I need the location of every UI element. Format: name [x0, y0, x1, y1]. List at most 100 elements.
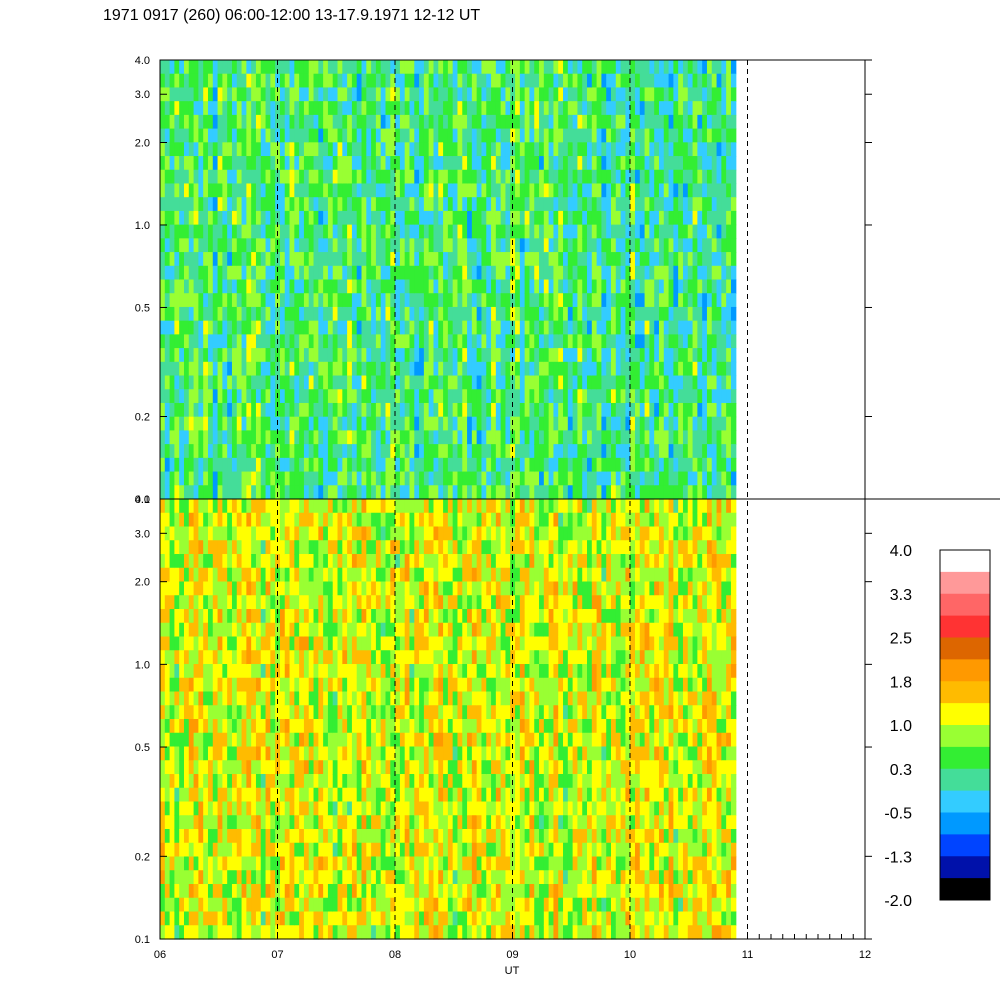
heatmap-cell — [630, 197, 636, 212]
heatmap-cell — [207, 787, 214, 803]
heatmap-cell — [702, 279, 708, 294]
heatmap-cell — [222, 128, 228, 143]
heatmap-cell — [486, 87, 492, 102]
heatmap-cell — [529, 73, 535, 89]
heatmap-cell — [308, 719, 315, 734]
heatmap-cell — [567, 485, 574, 500]
heatmap-cell — [721, 402, 727, 418]
heatmap-cell — [385, 87, 391, 102]
heatmap-cell — [265, 430, 271, 445]
heatmap-cell — [251, 485, 257, 500]
heatmap-cell — [260, 815, 267, 830]
heatmap-cell — [462, 485, 468, 500]
heatmap-cell — [601, 169, 607, 185]
heatmap-cell — [169, 526, 175, 541]
heatmap-cell — [227, 210, 233, 226]
heatmap-cell — [601, 375, 607, 390]
heatmap-cell — [294, 334, 300, 349]
heatmap-cell — [270, 856, 276, 871]
heatmap-cell — [303, 320, 310, 335]
heatmap-cell — [428, 389, 435, 404]
heatmap-cell — [658, 416, 665, 432]
heatmap-cell — [548, 348, 555, 363]
heatmap-cell — [179, 114, 185, 130]
heatmap-cell — [548, 169, 555, 185]
heatmap-cell — [198, 512, 204, 528]
heatmap-cell — [385, 197, 391, 212]
heatmap-cell — [519, 101, 526, 116]
heatmap-cell — [308, 691, 315, 706]
heatmap-cell — [663, 361, 670, 377]
heatmap-cell — [198, 705, 204, 720]
heatmap-cell — [486, 238, 492, 253]
heatmap-cell — [524, 348, 531, 363]
heatmap-cell — [577, 457, 583, 473]
heatmap-cell — [702, 444, 708, 459]
heatmap-cell — [567, 306, 574, 322]
heatmap-cell — [371, 210, 377, 226]
heatmap-cell — [299, 842, 305, 858]
heatmap-cell — [164, 279, 171, 294]
heatmap-cell — [529, 320, 535, 335]
heatmap-cell — [630, 416, 636, 432]
heatmap-cell — [495, 265, 502, 281]
heatmap-cell — [399, 101, 406, 116]
heatmap-cell — [203, 348, 209, 363]
heatmap-cell — [601, 87, 607, 102]
heatmap-cell — [668, 183, 674, 198]
heatmap-cell — [227, 183, 233, 198]
heatmap-cell — [241, 622, 247, 638]
heatmap-cell — [457, 183, 463, 198]
heatmap-cell — [366, 224, 372, 239]
heatmap-cell — [231, 402, 238, 418]
heatmap-cell — [491, 265, 497, 281]
heatmap-cell — [649, 306, 655, 322]
heatmap-cell — [495, 60, 502, 75]
heatmap-cell — [203, 416, 209, 432]
heatmap-cell — [409, 444, 415, 459]
heatmap-cell — [303, 293, 310, 308]
heatmap-cell — [730, 101, 737, 116]
heatmap-cell — [299, 279, 305, 294]
heatmap-cell — [433, 457, 439, 473]
heatmap-cell — [351, 60, 358, 75]
heatmap-cell — [467, 416, 473, 432]
heatmap-cell — [697, 375, 703, 390]
heatmap-cell — [438, 402, 444, 418]
heatmap-cell — [299, 444, 305, 459]
heatmap-cell — [375, 252, 382, 267]
heatmap-cell — [160, 622, 166, 638]
heatmap-cell — [203, 650, 209, 665]
heatmap-cell — [687, 279, 694, 294]
heatmap-cell — [193, 183, 199, 198]
heatmap-cell — [587, 156, 593, 171]
heatmap-cell — [183, 471, 190, 486]
heatmap-cell — [423, 142, 430, 157]
heatmap-cell — [303, 636, 310, 651]
heatmap-cell — [390, 279, 396, 294]
heatmap-cell — [236, 567, 243, 583]
heatmap-cell — [299, 636, 305, 651]
heatmap-cell — [164, 183, 171, 198]
heatmap-cell — [303, 87, 310, 102]
heatmap-cell — [332, 142, 339, 157]
heatmap-cell — [183, 842, 190, 858]
heatmap-cell — [174, 142, 180, 157]
heatmap-cell — [423, 87, 430, 102]
heatmap-cell — [193, 719, 199, 734]
heatmap-cell — [327, 73, 334, 89]
heatmap-cell — [347, 169, 353, 185]
heatmap-cell — [227, 746, 233, 761]
heatmap-cell — [279, 609, 286, 624]
heatmap-cell — [423, 183, 430, 198]
heatmap-cell — [395, 471, 401, 486]
heatmap-cell — [591, 430, 598, 445]
heatmap-cell — [289, 719, 295, 734]
heatmap-cell — [625, 128, 631, 143]
heatmap-cell — [337, 265, 343, 281]
heatmap-cell — [351, 73, 358, 89]
heatmap-cell — [332, 114, 339, 130]
heatmap-cell — [567, 73, 574, 89]
heatmap-cell — [419, 252, 425, 267]
heatmap-cell — [539, 485, 545, 500]
